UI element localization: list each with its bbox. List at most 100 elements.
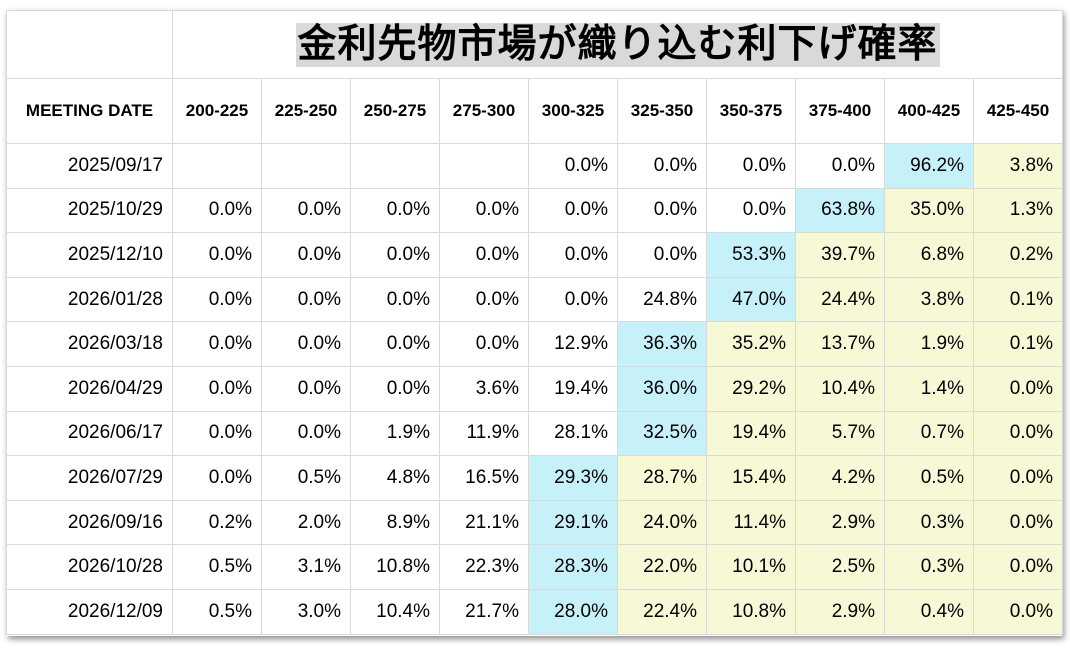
column-header-range: 225-250 bbox=[261, 78, 351, 144]
probability-cell: 63.8% bbox=[795, 187, 885, 234]
probability-cell: 24.0% bbox=[617, 499, 707, 546]
probability-cell: 0.0% bbox=[972, 455, 1064, 501]
probability-cell: 6.8% bbox=[884, 232, 974, 278]
probability-cell: 10.4% bbox=[795, 365, 885, 412]
title-cell: 金利先物市場が織り込む利下げ確率 bbox=[171, 10, 1064, 79]
probability-cell: 3.1% bbox=[261, 544, 351, 590]
probability-cell: 0.5% bbox=[884, 455, 974, 501]
probability-cell: 2.0% bbox=[261, 499, 351, 546]
probability-cell: 47.0% bbox=[706, 276, 796, 323]
probability-cell: 3.8% bbox=[884, 276, 974, 323]
probability-cell: 0.0% bbox=[172, 232, 262, 278]
probability-cell bbox=[172, 143, 262, 189]
probability-cell: 0.0% bbox=[172, 410, 262, 457]
probability-cell: 0.0% bbox=[617, 232, 707, 278]
corner-cell bbox=[6, 10, 173, 79]
probability-cell: 1.3% bbox=[972, 187, 1064, 234]
probability-cell: 0.0% bbox=[972, 365, 1064, 412]
column-header-range: 200-225 bbox=[172, 78, 262, 144]
probability-cell: 0.1% bbox=[972, 276, 1064, 323]
title-row: 金利先物市場が織り込む利下げ確率 bbox=[6, 10, 1064, 79]
probability-cell: 2.9% bbox=[795, 499, 885, 546]
probability-cell: 0.0% bbox=[439, 321, 529, 367]
probability-cell: 0.7% bbox=[884, 410, 974, 457]
meeting-date-cell: 2026/04/29 bbox=[6, 365, 173, 412]
probability-cell: 35.2% bbox=[706, 321, 796, 367]
probability-cell: 0.0% bbox=[261, 365, 351, 412]
probability-cell: 10.8% bbox=[350, 544, 440, 590]
probability-cell: 0.5% bbox=[172, 588, 262, 635]
column-header-range: 350-375 bbox=[706, 78, 796, 144]
probability-cell: 0.0% bbox=[972, 544, 1064, 590]
probability-cell: 0.0% bbox=[172, 321, 262, 367]
column-header-range: 400-425 bbox=[884, 78, 974, 144]
probability-cell: 13.7% bbox=[795, 321, 885, 367]
probability-cell: 0.0% bbox=[972, 588, 1064, 635]
header-row: MEETING DATE 200-225 225-250 250-275 275-30… bbox=[6, 78, 1064, 144]
column-header-meeting-date: MEETING DATE bbox=[6, 78, 173, 144]
meeting-date-cell: 2026/12/09 bbox=[6, 588, 173, 635]
probability-cell: 24.4% bbox=[795, 276, 885, 323]
probability-cell bbox=[350, 143, 440, 189]
probability-cell: 15.4% bbox=[706, 455, 796, 501]
table-row: 2025/12/10 0.0% 0.0% 0.0% 0.0% 0.0% 0.0% 53.3% 3… bbox=[6, 232, 1064, 278]
probability-cell: 0.0% bbox=[528, 143, 618, 189]
probability-cell: 35.0% bbox=[884, 187, 974, 234]
probability-cell: 4.2% bbox=[795, 455, 885, 501]
probability-cell: 24.8% bbox=[617, 276, 707, 323]
probability-cell: 10.4% bbox=[350, 588, 440, 635]
probability-cell: 28.3% bbox=[528, 544, 618, 590]
probability-cell: 0.0% bbox=[972, 499, 1064, 546]
probability-cell: 0.0% bbox=[528, 232, 618, 278]
probability-cell: 0.4% bbox=[884, 588, 974, 635]
probability-cell: 4.8% bbox=[350, 455, 440, 501]
probability-cell: 0.3% bbox=[884, 499, 974, 546]
column-header-range: 275-300 bbox=[439, 78, 529, 144]
probability-cell: 0.0% bbox=[617, 187, 707, 234]
probability-cell: 0.0% bbox=[350, 321, 440, 367]
meeting-date-cell: 2026/06/17 bbox=[6, 410, 173, 457]
probability-cell: 10.1% bbox=[706, 544, 796, 590]
table-row: 2026/04/29 0.0% 0.0% 0.0% 3.6% 19.4% 36.0% 29.2… bbox=[6, 365, 1064, 412]
table-row: 2025/09/17 0.0% 0.0% 0.0% 0.0% 96.2% 3.8% bbox=[6, 143, 1064, 189]
probability-cell: 0.0% bbox=[617, 143, 707, 189]
column-header-range: 325-350 bbox=[617, 78, 707, 144]
probability-cell: 0.0% bbox=[261, 276, 351, 323]
meeting-date-cell: 2026/03/18 bbox=[6, 321, 173, 367]
probability-cell: 0.0% bbox=[350, 232, 440, 278]
probability-cell: 21.1% bbox=[439, 499, 529, 546]
probability-cell: 1.4% bbox=[884, 365, 974, 412]
probability-cell: 0.0% bbox=[795, 143, 885, 189]
meeting-date-cell: 2026/10/28 bbox=[6, 544, 173, 590]
probability-cell: 0.0% bbox=[261, 410, 351, 457]
probability-cell: 36.3% bbox=[617, 321, 707, 367]
probability-cell: 0.5% bbox=[261, 455, 351, 501]
probability-cell: 22.3% bbox=[439, 544, 529, 590]
probability-cell: 0.0% bbox=[528, 187, 618, 234]
probability-cell: 0.0% bbox=[172, 276, 262, 323]
probability-cell: 1.9% bbox=[350, 410, 440, 457]
probability-cell: 36.0% bbox=[617, 365, 707, 412]
table-row: 2026/07/29 0.0% 0.5% 4.8% 16.5% 29.3% 28.7% 15.… bbox=[6, 455, 1064, 501]
probability-cell: 12.9% bbox=[528, 321, 618, 367]
probability-table-frame: 金利先物市場が織り込む利下げ確率 MEETING DATE 200-225 225… bbox=[6, 10, 1064, 636]
probability-cell: 0.1% bbox=[972, 321, 1064, 367]
probability-cell: 28.1% bbox=[528, 410, 618, 457]
probability-cell: 96.2% bbox=[884, 143, 974, 189]
table-row: 2026/12/09 0.5% 3.0% 10.4% 21.7% 28.0% 22.4% 10… bbox=[6, 588, 1064, 635]
probability-cell: 53.3% bbox=[706, 232, 796, 278]
probability-cell: 0.0% bbox=[172, 455, 262, 501]
table-row: 2026/10/28 0.5% 3.1% 10.8% 22.3% 28.3% 22.0% 10… bbox=[6, 544, 1064, 590]
probability-cell: 0.0% bbox=[528, 276, 618, 323]
column-header-range: 425-450 bbox=[972, 78, 1064, 144]
probability-cell: 19.4% bbox=[528, 365, 618, 412]
meeting-date-cell: 2026/07/29 bbox=[6, 455, 173, 501]
table-row: 2026/01/28 0.0% 0.0% 0.0% 0.0% 0.0% 24.8% 47.0%… bbox=[6, 276, 1064, 323]
probability-cell: 19.4% bbox=[706, 410, 796, 457]
meeting-date-cell: 2025/12/10 bbox=[6, 232, 173, 278]
probability-cell: 0.5% bbox=[172, 544, 262, 590]
column-header-range: 300-325 bbox=[528, 78, 618, 144]
probability-cell: 0.0% bbox=[172, 365, 262, 412]
meeting-date-cell: 2026/09/16 bbox=[6, 499, 173, 546]
probability-cell: 0.0% bbox=[706, 143, 796, 189]
